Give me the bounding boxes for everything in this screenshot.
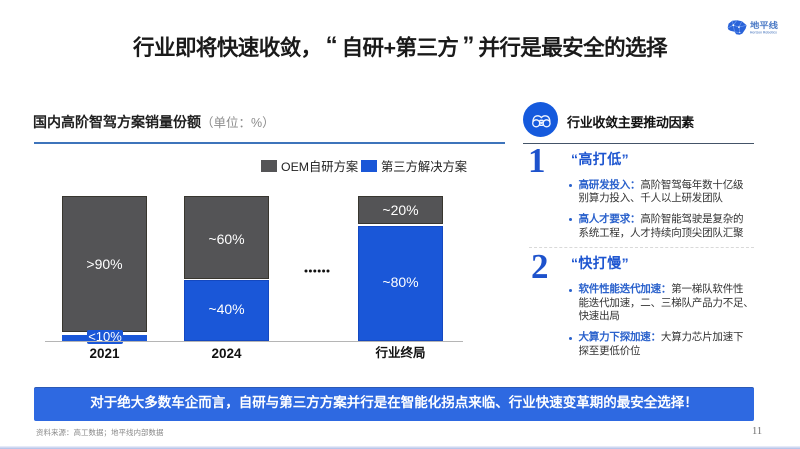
svg-text:地平线: 地平线 [750, 20, 778, 30]
svg-text:Horizon Robotics: Horizon Robotics [750, 31, 777, 35]
